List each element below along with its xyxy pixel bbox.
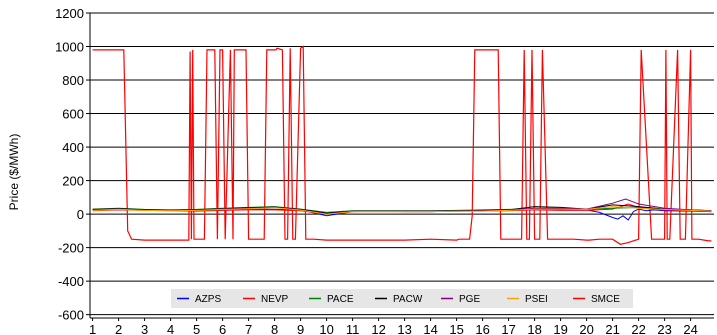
x-tick-label: 14 <box>423 322 437 335</box>
y-tick-label: -200 <box>58 241 84 256</box>
x-tick-label: 4 <box>167 322 174 335</box>
x-tick-label: 16 <box>475 322 489 335</box>
y-tick-label: 1000 <box>55 40 84 55</box>
x-tick-labels: 1 2 3 4 5 6 7 8 9 10 11 12 13 14 15 16 17 18 19 20 21 22 23 24 <box>89 322 698 335</box>
x-tick-label: 22 <box>631 322 645 335</box>
x-tick-label: 23 <box>657 322 671 335</box>
x-tick-label: 2 <box>115 322 122 335</box>
series-lines <box>92 45 712 245</box>
x-tick-label: 21 <box>605 322 619 335</box>
x-tick-label: 12 <box>371 322 385 335</box>
axes <box>86 12 714 321</box>
x-tick-label: 10 <box>319 322 333 335</box>
y-tick-label: 200 <box>62 174 84 189</box>
x-tick-label: 13 <box>397 322 411 335</box>
series-line-smce <box>92 45 712 245</box>
x-tick-label: 15 <box>449 322 463 335</box>
legend-label-pacw: PACW <box>393 294 423 305</box>
x-tick-label: 24 <box>683 322 697 335</box>
y-tick-label: 400 <box>62 140 84 155</box>
x-tick-label: 9 <box>297 322 304 335</box>
legend-label-nevp: NEVP <box>261 294 289 305</box>
legend-box <box>171 289 633 308</box>
legend: AZPS NEVP PACE PACW PGE PSEI SMCE <box>171 289 633 308</box>
y-tick-label: 600 <box>62 107 84 122</box>
x-tick-label: 6 <box>219 322 226 335</box>
series-line-psei <box>92 206 712 215</box>
x-tick-label: 7 <box>245 322 252 335</box>
legend-label-pace: PACE <box>327 294 354 305</box>
y-axis-label: Price ($/MWh) <box>7 134 21 211</box>
x-tick-label: 3 <box>141 322 148 335</box>
legend-label-psei: PSEI <box>525 294 548 305</box>
x-tick-label: 20 <box>579 322 593 335</box>
y-tick-labels: -600 -400 -200 0 200 400 600 800 1000 1200 <box>55 6 84 323</box>
x-tick-label: 5 <box>193 322 200 335</box>
x-tick-label: 1 <box>89 322 96 335</box>
x-tick-label: 19 <box>553 322 567 335</box>
y-tick-label: -400 <box>58 274 84 289</box>
legend-label-pge: PGE <box>459 294 480 305</box>
gridlines <box>90 12 714 316</box>
x-tick-label: 11 <box>346 322 360 335</box>
x-tick-label: 18 <box>527 322 541 335</box>
x-tick-label: 8 <box>271 322 278 335</box>
y-tick-label: -600 <box>58 308 84 323</box>
legend-label-smce: SMCE <box>591 294 620 305</box>
y-tick-label: 1200 <box>55 6 84 21</box>
x-tick-label: 17 <box>501 322 515 335</box>
legend-label-azps: AZPS <box>195 294 221 305</box>
y-tick-label: 800 <box>62 73 84 88</box>
y-tick-label: 0 <box>77 207 84 222</box>
